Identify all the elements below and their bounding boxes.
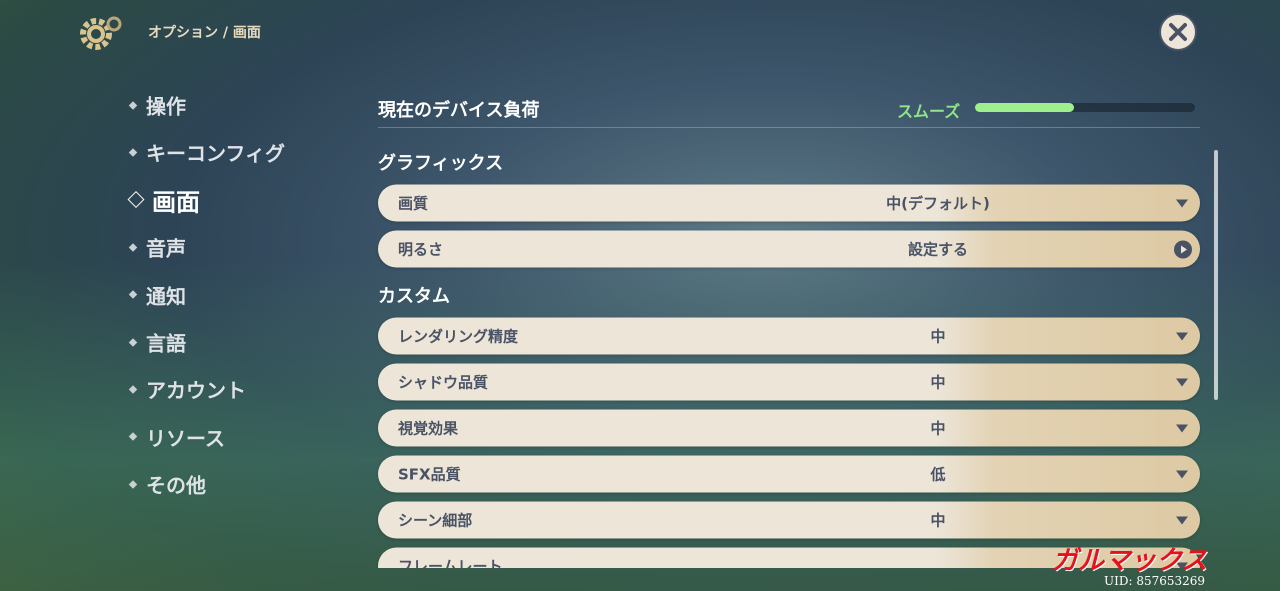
- sidebar-item[interactable]: リソース: [128, 422, 225, 451]
- sidebar-label: アカウント: [146, 378, 246, 403]
- gear-icon: [80, 16, 122, 50]
- sidebar-label: キーコンフィグ: [146, 141, 285, 166]
- setting-row[interactable]: 画質 中(デフォルト): [378, 184, 1200, 222]
- sidebar-label: 通知: [146, 284, 186, 309]
- setting-label: 視覚効果: [398, 419, 459, 438]
- setting-label: 画質: [398, 194, 429, 213]
- sidebar-item[interactable]: 音声: [128, 233, 186, 262]
- section-title: グラフィックス: [378, 153, 504, 174]
- sidebar-item[interactable]: その他: [128, 470, 206, 499]
- close-button[interactable]: [1158, 12, 1198, 52]
- setting-label: レンダリング精度: [398, 327, 519, 346]
- device-load-status: スムーズ: [897, 102, 961, 121]
- setting-value: 設定する: [907, 240, 968, 259]
- setting-row[interactable]: 明るさ 設定する: [378, 230, 1200, 268]
- sidebar-item[interactable]: 画面: [127, 182, 200, 217]
- setting-row[interactable]: SFX品質 低: [378, 455, 1200, 493]
- setting-value: 中: [930, 511, 946, 530]
- setting-value: 中(デフォルト): [886, 194, 990, 213]
- sidebar-label: リソース: [146, 426, 225, 451]
- load-bar-fill: [975, 103, 1074, 112]
- dropdown-arrow[interactable]: [1176, 424, 1188, 432]
- setting-row[interactable]: レンダリング精度 中: [378, 317, 1200, 355]
- device-load-label: 現在のデバイス負荷: [378, 100, 540, 121]
- uid-text: UID: 857653269: [1104, 574, 1206, 588]
- sidebar-item[interactable]: キーコンフィグ: [128, 138, 285, 167]
- setting-row[interactable]: シーン細部 中: [378, 501, 1200, 539]
- breadcrumb: オプション / 画面: [148, 25, 261, 41]
- sidebar-item[interactable]: 操作: [128, 91, 186, 120]
- sidebar-label: 音声: [146, 236, 186, 261]
- sidebar-label: 操作: [146, 94, 186, 119]
- setting-value: 低: [930, 465, 946, 484]
- setting-label: シーン細部: [398, 511, 473, 530]
- setting-row[interactable]: フレームレート: [378, 547, 1200, 569]
- setting-value: 中: [930, 419, 946, 438]
- settings-list: グラフィックス 画質 中(デフォルト) 明るさ 設定する カスタム レンダリング精度中シャド…: [0, 140, 1280, 568]
- setting-row[interactable]: 視覚効果 中: [378, 409, 1200, 447]
- dropdown-arrow[interactable]: [1176, 378, 1188, 386]
- sidebar-label: 言語: [146, 331, 186, 356]
- setting-value: 中: [930, 327, 946, 346]
- sidebar-label: 画面: [152, 188, 200, 217]
- dropdown-arrow[interactable]: [1176, 562, 1188, 568]
- sidebar-item[interactable]: 通知: [128, 280, 186, 309]
- open-button[interactable]: [1174, 240, 1192, 258]
- sidebar-item[interactable]: 言語: [128, 328, 186, 357]
- divider: [378, 127, 1200, 128]
- dropdown-arrow[interactable]: [1176, 470, 1188, 478]
- scrollbar[interactable]: [1214, 150, 1218, 400]
- load-bar-track: [975, 103, 1195, 112]
- section-title: カスタム: [378, 286, 450, 307]
- setting-label: シャドウ品質: [398, 373, 489, 392]
- bullet: [128, 100, 138, 110]
- sidebar-item[interactable]: アカウント: [128, 375, 246, 404]
- setting-label: SFX品質: [398, 465, 461, 484]
- dropdown-arrow[interactable]: [1176, 516, 1188, 524]
- setting-label: フレームレート: [398, 557, 503, 569]
- sidebar-label: その他: [146, 473, 206, 498]
- setting-value: 中: [930, 373, 946, 392]
- setting-label: 明るさ: [398, 240, 444, 259]
- dropdown-arrow[interactable]: [1176, 199, 1188, 207]
- watermark-brand: ガルマックス: [1052, 546, 1208, 576]
- dropdown-arrow[interactable]: [1176, 332, 1188, 340]
- setting-row[interactable]: シャドウ品質 中: [378, 363, 1200, 401]
